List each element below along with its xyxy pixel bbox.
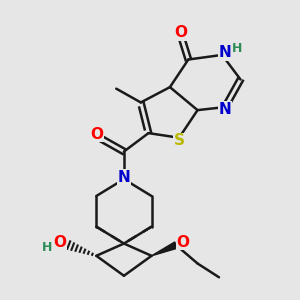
Text: O: O — [174, 25, 187, 40]
Text: N: N — [219, 102, 232, 117]
Text: S: S — [174, 133, 184, 148]
Polygon shape — [152, 242, 177, 256]
Text: O: O — [176, 235, 189, 250]
Text: N: N — [118, 170, 130, 185]
Text: O: O — [54, 235, 67, 250]
Text: H: H — [232, 42, 243, 55]
Text: N: N — [219, 45, 232, 60]
Text: H: H — [42, 241, 52, 254]
Text: O: O — [90, 127, 103, 142]
